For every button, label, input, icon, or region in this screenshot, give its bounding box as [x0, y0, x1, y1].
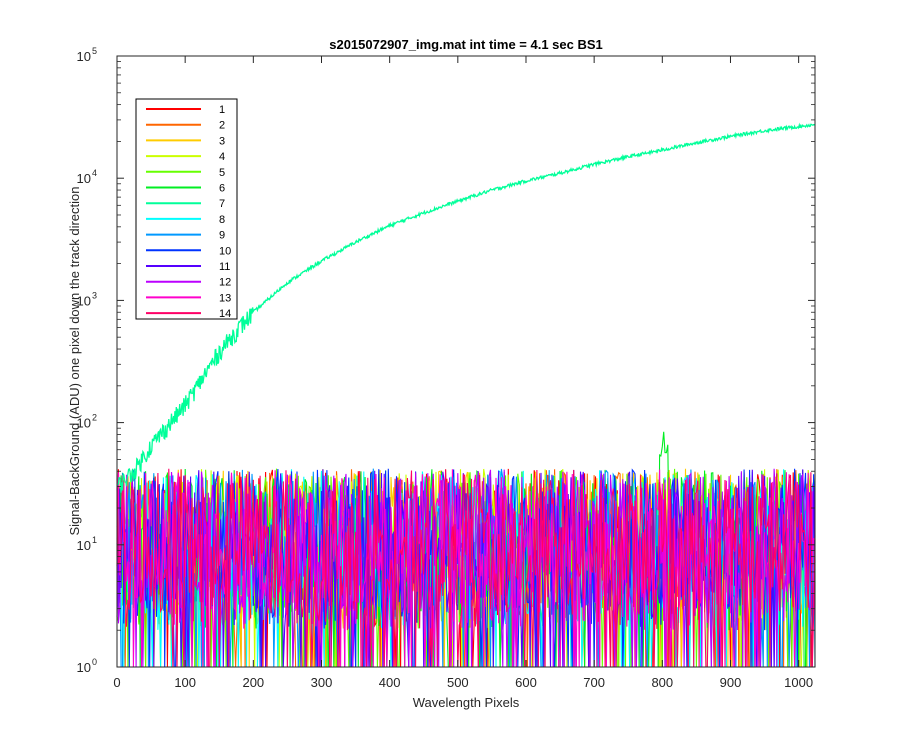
- y-axis-label: Signal-BackGround (ADU) one pixel down t…: [67, 186, 82, 535]
- legend-label-12: 12: [219, 277, 231, 289]
- x-tick-label: 0: [113, 675, 120, 690]
- legend-label-13: 13: [219, 292, 231, 304]
- legend-label-10: 10: [219, 245, 231, 257]
- x-tick-label: 1000: [784, 675, 813, 690]
- legend-label-11: 11: [219, 261, 230, 273]
- legend-label-5: 5: [219, 167, 225, 179]
- x-tick-labels: 0 100 200 300 400 500 600 700 800 900 1000: [113, 675, 813, 690]
- plot-frame: [116, 55, 816, 668]
- legend-label-7: 7: [219, 198, 225, 210]
- legend-label-14: 14: [219, 308, 231, 320]
- x-axis-label: Wavelength Pixels: [413, 695, 520, 710]
- legend-label-9: 9: [219, 230, 225, 242]
- x-tick-label: 500: [447, 675, 469, 690]
- x-tick-label: 900: [720, 675, 742, 690]
- legend-label-4: 4: [219, 151, 225, 163]
- legend-label-6: 6: [219, 183, 225, 195]
- x-tick-label: 400: [379, 675, 401, 690]
- x-tick-label: 300: [311, 675, 333, 690]
- x-tick-label: 800: [651, 675, 673, 690]
- x-tick-label: 200: [242, 675, 264, 690]
- series-line-7: [116, 122, 816, 493]
- x-tick-label: 100: [174, 675, 196, 690]
- chart-title: s2015072907_img.mat int time = 4.1 sec B…: [329, 37, 603, 52]
- x-tick-label: 700: [583, 675, 605, 690]
- legend-label-2: 2: [219, 120, 225, 132]
- legend-label-3: 3: [219, 135, 225, 147]
- series-line-14: [116, 468, 816, 668]
- x-tick-label: 600: [515, 675, 537, 690]
- legend-label-1: 1: [219, 104, 225, 116]
- legend-label-8: 8: [219, 214, 225, 226]
